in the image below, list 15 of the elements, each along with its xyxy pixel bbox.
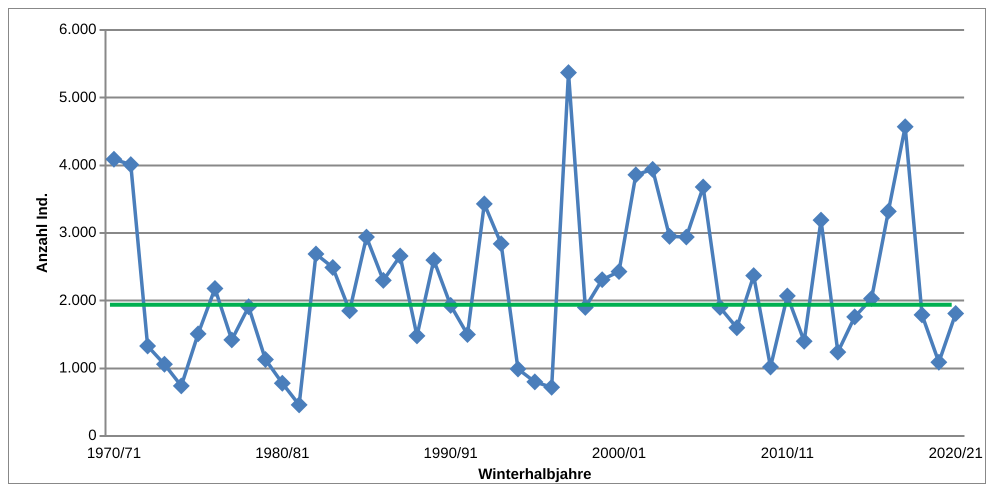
x-tick-label: 1980/81 — [255, 445, 310, 462]
y-tick-label: 1.000 — [58, 359, 97, 376]
y-tick-label: 0 — [88, 427, 97, 444]
x-tick-label: 2010/11 — [760, 445, 814, 462]
y-tick-label: 4.000 — [58, 156, 97, 174]
x-axis-title: Winterhalbjahre — [478, 466, 592, 484]
y-tick-label: 5.000 — [58, 88, 97, 106]
y-axis-title: Anzahl Ind. — [34, 193, 52, 273]
x-tick-label: 2000/01 — [592, 445, 646, 462]
y-tick-label: 6.000 — [58, 21, 97, 38]
x-tick-label: 2020/21 — [928, 445, 983, 462]
y-tick-label: 2.000 — [58, 292, 97, 309]
x-tick-label: 1970/71 — [86, 445, 142, 462]
x-tick-label: 1990/91 — [424, 445, 478, 462]
y-tick-label: 3.000 — [58, 224, 97, 242]
